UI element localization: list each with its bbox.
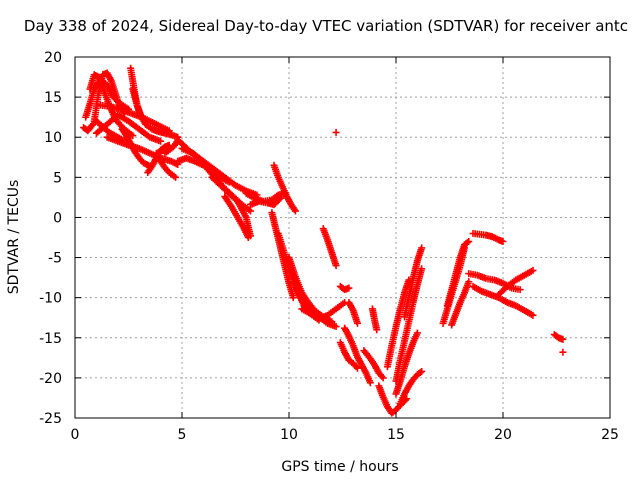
series-arc-49 bbox=[559, 348, 567, 356]
series-arc-18 bbox=[221, 193, 252, 241]
y-tick-label: 5 bbox=[53, 170, 62, 186]
data-point bbox=[276, 194, 284, 202]
grid-lines bbox=[75, 57, 610, 418]
data-point bbox=[366, 379, 374, 387]
data-points bbox=[80, 64, 567, 417]
y-tick-label: 10 bbox=[44, 130, 62, 146]
data-point bbox=[413, 329, 421, 337]
data-point bbox=[129, 132, 137, 140]
data-point bbox=[559, 335, 567, 343]
chart-title: Day 338 of 2024, Sidereal Day-to-day VTE… bbox=[24, 17, 628, 35]
data-point bbox=[246, 207, 254, 215]
x-tick-label: 15 bbox=[387, 427, 405, 443]
series-arc-31 bbox=[341, 324, 374, 387]
data-point bbox=[465, 238, 473, 246]
data-point bbox=[244, 234, 252, 241]
data-point bbox=[332, 262, 340, 270]
y-tick-label: 15 bbox=[44, 90, 62, 106]
y-tick-label: -15 bbox=[39, 331, 62, 347]
series-arc-39 bbox=[396, 367, 426, 408]
series-arc-04 bbox=[90, 69, 128, 125]
y-tick-label: -5 bbox=[48, 251, 62, 267]
y-tick-label: 0 bbox=[53, 210, 62, 226]
data-point bbox=[559, 348, 567, 356]
x-tick-label: 5 bbox=[178, 427, 187, 443]
data-point bbox=[172, 173, 180, 181]
series-arc-29 bbox=[336, 282, 353, 294]
series-arc-28 bbox=[332, 128, 340, 136]
plot-frame bbox=[74, 56, 611, 419]
axis-ticks: 0 5 10 15 20 25 -25 -20 -15 -10 -5 0 5 10 15 20 bbox=[39, 50, 619, 443]
series-arc-27 bbox=[319, 225, 340, 270]
data-point bbox=[332, 128, 340, 136]
data-point bbox=[529, 266, 537, 274]
series-arc-48 bbox=[550, 331, 567, 343]
series-arc-40 bbox=[401, 244, 426, 321]
data-point bbox=[463, 239, 471, 247]
series-arc-30 bbox=[345, 298, 361, 327]
series-arc-43 bbox=[448, 278, 473, 329]
series-arc-33 bbox=[360, 347, 387, 382]
series-arc-10 bbox=[129, 85, 182, 141]
y-tick-label: 20 bbox=[44, 50, 62, 66]
y-tick-label: -25 bbox=[39, 411, 62, 427]
data-point bbox=[418, 265, 426, 273]
x-tick-label: 10 bbox=[280, 427, 298, 443]
series-arc-32 bbox=[336, 339, 361, 372]
x-tick-label: 25 bbox=[601, 427, 619, 443]
series-arc-25 bbox=[289, 278, 340, 331]
series-arc-34 bbox=[368, 305, 381, 334]
data-point bbox=[373, 326, 381, 334]
series-arc-44 bbox=[469, 229, 507, 246]
data-point bbox=[529, 311, 537, 319]
y-tick-label: -20 bbox=[39, 371, 62, 387]
data-point bbox=[275, 195, 283, 203]
series-arc-45 bbox=[465, 270, 524, 294]
x-tick-label: 0 bbox=[71, 427, 80, 443]
data-point bbox=[516, 286, 524, 294]
x-axis-label: GPS time / hours bbox=[281, 459, 398, 475]
data-point bbox=[418, 244, 426, 252]
series-arc-42 bbox=[443, 238, 473, 310]
data-point bbox=[291, 207, 299, 215]
data-point bbox=[345, 284, 353, 292]
data-point bbox=[157, 137, 165, 145]
series-arc-16 bbox=[195, 154, 254, 215]
data-point bbox=[353, 364, 361, 372]
data-point bbox=[289, 294, 297, 302]
series-arc-20 bbox=[246, 194, 284, 209]
series-arc-26 bbox=[298, 298, 349, 323]
y-axis-label: SDTVAR / TECUs bbox=[6, 180, 22, 295]
series-arc-12 bbox=[152, 149, 180, 181]
data-point bbox=[465, 278, 473, 286]
data-point bbox=[332, 323, 340, 331]
data-point bbox=[379, 374, 387, 382]
y-tick-label: -10 bbox=[39, 291, 62, 307]
series-arc-15 bbox=[178, 144, 261, 199]
series-arc-47 bbox=[495, 266, 537, 298]
data-point bbox=[418, 367, 426, 375]
series-arc-46 bbox=[469, 282, 537, 319]
series-arc-08 bbox=[118, 125, 154, 170]
data-point bbox=[416, 369, 424, 377]
x-tick-label: 20 bbox=[494, 427, 512, 443]
series-arc-38 bbox=[392, 329, 421, 398]
data-point bbox=[353, 319, 361, 327]
series-arc-22 bbox=[270, 161, 299, 215]
series-arc-05 bbox=[92, 111, 165, 145]
data-point bbox=[499, 238, 507, 246]
